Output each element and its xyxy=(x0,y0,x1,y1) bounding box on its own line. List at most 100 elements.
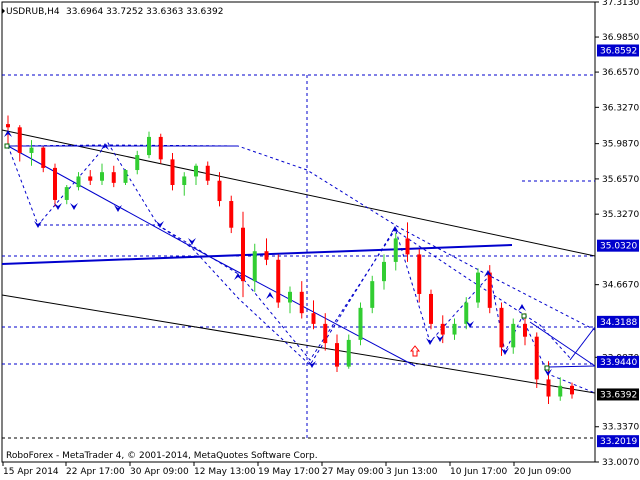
level-tag-label: 36.8592 xyxy=(600,46,637,56)
square-marker-icon-3 xyxy=(544,365,550,371)
candle-body xyxy=(288,291,292,303)
candle-body xyxy=(182,176,187,185)
candle-body xyxy=(487,272,492,308)
time-tick-label: 30 Apr 09:00 xyxy=(130,467,189,477)
price-tick-label: 37.3130 xyxy=(602,0,639,8)
level-tag-label: 33.2019 xyxy=(600,437,637,447)
level-tag-bg xyxy=(597,239,639,252)
fractal-arrow-icon xyxy=(54,203,62,210)
price-tick-label: 33.0070 xyxy=(602,458,639,468)
candle-body xyxy=(158,136,163,160)
trend-line-right-1 xyxy=(547,365,596,368)
level-tag-bg xyxy=(597,44,639,57)
candle-body xyxy=(570,385,574,395)
candle-body xyxy=(170,159,175,185)
candle-body xyxy=(6,124,10,128)
candle-body xyxy=(335,343,339,367)
fractal-arrow-icon xyxy=(34,221,42,228)
candle-body xyxy=(417,254,422,294)
price-tick-label: 36.9850 xyxy=(602,33,639,43)
candle-body xyxy=(41,147,46,168)
up-arrow-outline-icon xyxy=(409,345,421,357)
candle-body xyxy=(311,313,316,324)
fractal-arrow-icon xyxy=(426,338,434,345)
candle-body xyxy=(111,172,116,183)
symbol-label: USDRUB,H4 xyxy=(6,7,60,17)
candle-body xyxy=(194,165,198,177)
candle-body xyxy=(229,201,234,228)
level-tag-label: 34.3188 xyxy=(600,318,637,328)
level-tag-label: 35.0320 xyxy=(600,242,637,252)
candle-body xyxy=(135,155,140,171)
fractal-arrow-icon xyxy=(266,292,274,299)
trend-line-right-3 xyxy=(529,321,596,367)
candle-body xyxy=(276,259,281,303)
square-marker-icon xyxy=(4,143,10,149)
wave-dashed-3 xyxy=(38,224,571,361)
candle-body xyxy=(523,323,527,337)
candle-body xyxy=(546,379,551,397)
fractal-arrow-icon xyxy=(391,226,399,233)
candle-body xyxy=(499,307,504,348)
trend-line-major xyxy=(1,244,513,265)
candle-body xyxy=(76,176,81,188)
fractal-arrow-icon xyxy=(484,270,492,277)
candle-body xyxy=(558,385,563,397)
candle-body xyxy=(452,323,457,335)
candle-body xyxy=(123,170,128,183)
level-tag-label: 33.6392 xyxy=(600,390,637,400)
fractal-arrow-icon xyxy=(544,369,552,376)
price-tick-label: 35.6570 xyxy=(602,175,639,185)
fractal-arrow-icon xyxy=(436,335,444,342)
collapse-triangle-icon xyxy=(2,8,5,14)
level-tag-bg xyxy=(597,435,639,448)
candle-body xyxy=(147,136,151,156)
candle-body xyxy=(464,302,469,324)
candle-body xyxy=(393,238,398,262)
fractal-arrow-icon xyxy=(4,130,12,137)
price-tick-label: 36.3270 xyxy=(602,103,639,113)
channel-lower-line xyxy=(1,294,596,394)
candle-body xyxy=(534,336,539,380)
candle-body xyxy=(346,339,351,367)
price-tick-label: 36.6570 xyxy=(602,68,639,78)
candle-body xyxy=(241,227,245,282)
fractal-arrow-icon xyxy=(234,273,242,280)
candle-body xyxy=(511,323,516,348)
candle-body xyxy=(299,291,304,314)
candle-body xyxy=(382,261,386,282)
fractal-arrow-icon xyxy=(518,304,526,311)
candle-body xyxy=(205,165,210,181)
candle-body xyxy=(217,180,222,202)
target-marker xyxy=(409,345,421,357)
candle-body xyxy=(64,187,69,200)
fractal-markers xyxy=(4,130,552,376)
price-tick-label: 35.3270 xyxy=(602,210,639,220)
candle-body xyxy=(405,238,410,255)
trend-line-right-2 xyxy=(569,326,596,361)
time-tick-label: 27 May 09:00 xyxy=(322,467,384,477)
candle-body xyxy=(53,167,57,200)
candle-body xyxy=(252,251,257,282)
level-tag-bg xyxy=(597,355,639,368)
fractal-arrow-icon xyxy=(501,348,509,355)
candles-layer xyxy=(6,115,574,404)
time-tick-label: 22 Apr 17:00 xyxy=(66,467,125,477)
ohlc-values: 33.6964 33.7252 33.6363 33.6392 xyxy=(66,7,223,17)
price-tick-label: 35.9870 xyxy=(602,140,639,150)
candle-body xyxy=(88,176,93,181)
price-tick-label: 34.6670 xyxy=(602,281,639,291)
candle-body xyxy=(29,147,34,153)
level-tag-label: 33.9440 xyxy=(600,358,637,368)
time-axis: 15 Apr 2014 22 Apr 17:00 30 Apr 09:00 12 Ma… xyxy=(2,462,571,477)
time-tick-label: 3 Jun 13:00 xyxy=(386,467,438,477)
symbol-header: USDRUB,H4 33.6964 33.7252 33.6363 33.639… xyxy=(2,7,223,17)
fractal-arrow-icon xyxy=(101,143,109,150)
square-marker-icon-2 xyxy=(521,313,527,319)
candle-body xyxy=(358,307,363,340)
time-tick-label: 19 May 17:00 xyxy=(258,467,320,477)
level-tag-bg xyxy=(597,315,639,328)
time-tick-label: 10 Jun 17:00 xyxy=(450,467,507,477)
